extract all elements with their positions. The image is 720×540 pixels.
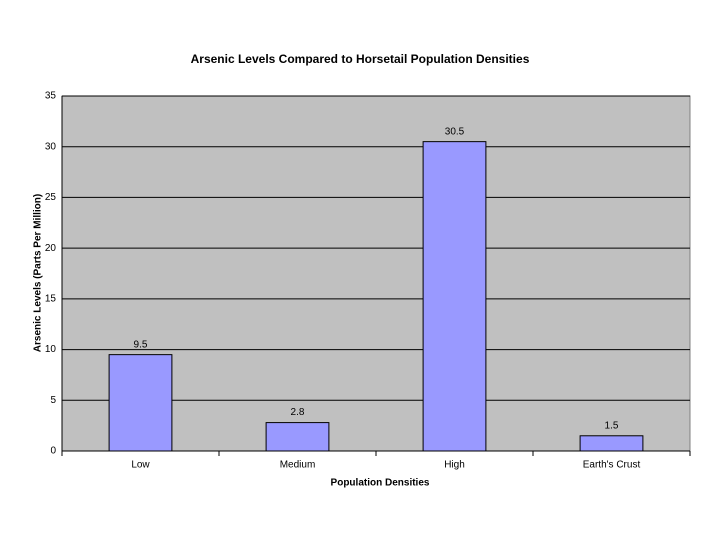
x-tick-label: Earth's Crust	[583, 460, 641, 471]
y-tick-label: 30	[45, 141, 57, 152]
y-tick-label: 35	[45, 91, 57, 102]
chart-title: Arsenic Levels Compared to Horsetail Pop…	[191, 52, 530, 66]
y-tick-label: 20	[45, 243, 57, 254]
data-label: 1.5	[605, 420, 619, 431]
x-tick-label: Low	[131, 460, 150, 471]
y-tick-label: 5	[50, 395, 56, 406]
bar	[265, 422, 330, 452]
data-label: 9.5	[134, 339, 148, 350]
y-tick-label: 0	[50, 446, 56, 457]
y-axis-title: Arsenic Levels (Parts Per Million)	[33, 194, 44, 352]
data-label: 30.5	[445, 126, 465, 137]
x-axis-title: Population Densities	[331, 478, 430, 489]
y-tick-label: 15	[45, 293, 57, 304]
bar	[579, 435, 644, 452]
data-label: 2.8	[291, 407, 305, 418]
y-tick-label: 10	[45, 344, 57, 355]
x-tick-label: High	[444, 460, 465, 471]
bar	[422, 141, 487, 452]
x-tick-label: Medium	[280, 460, 316, 471]
y-tick-label: 25	[45, 192, 57, 203]
bar	[108, 354, 173, 452]
